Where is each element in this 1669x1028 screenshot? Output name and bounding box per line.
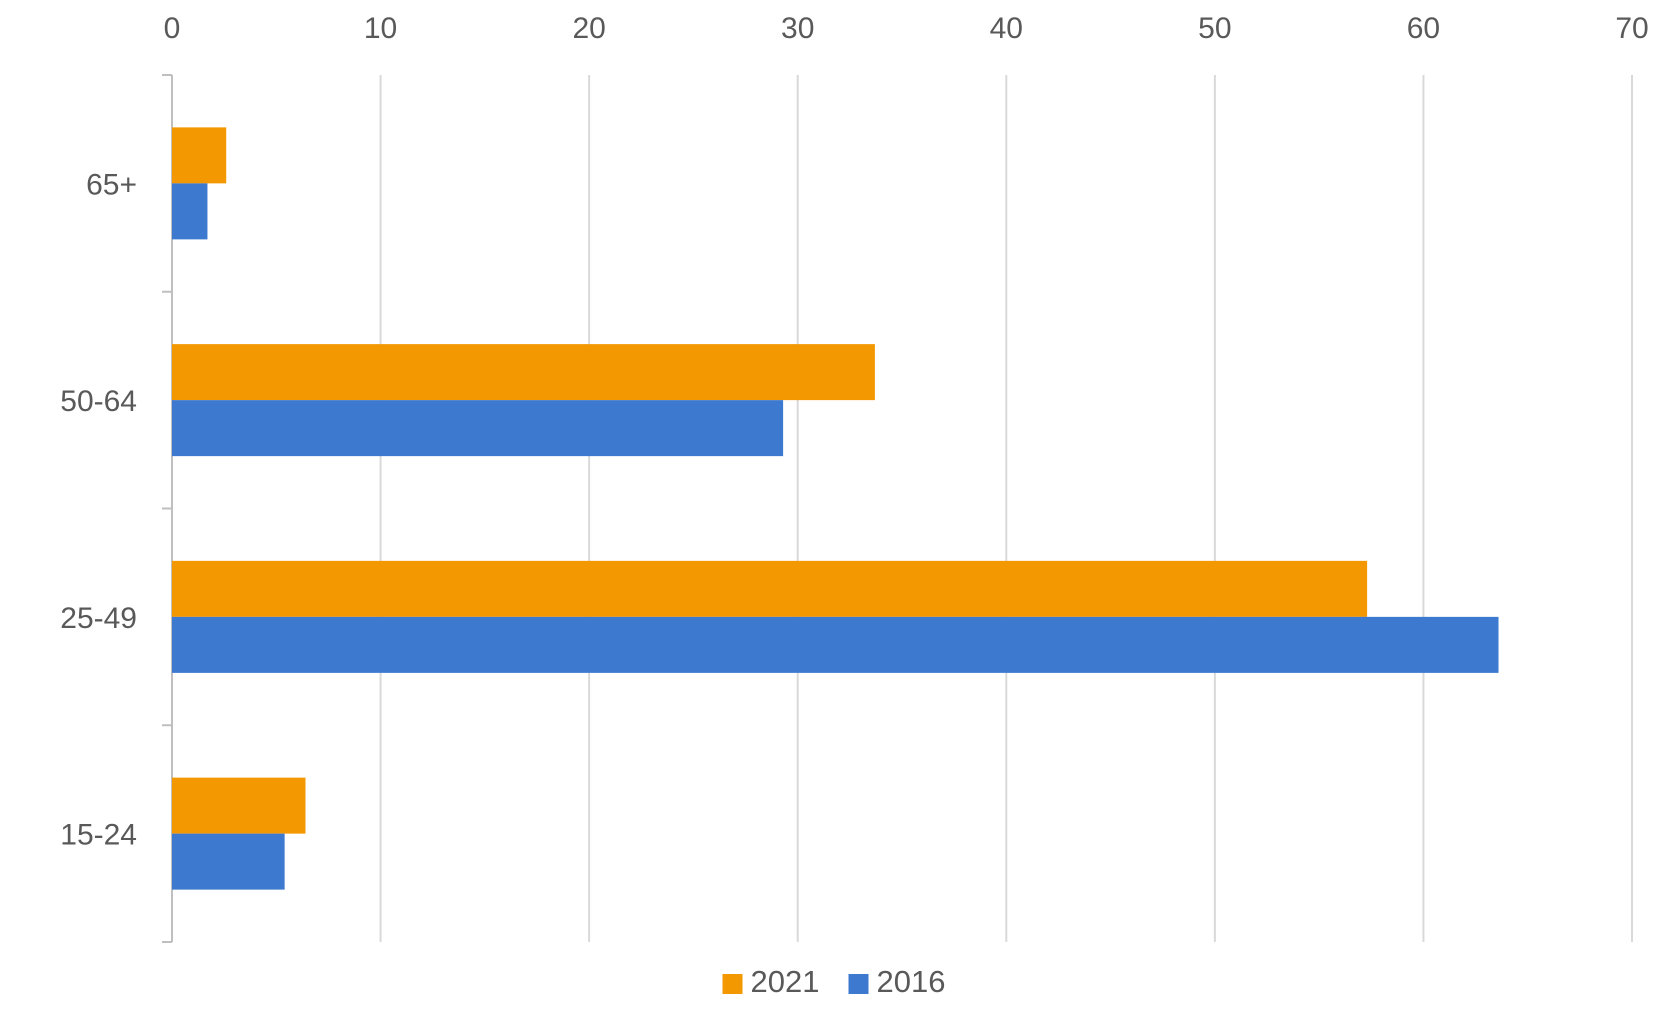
x-tick-label-50: 50 bbox=[1198, 12, 1231, 45]
x-tick-label-0: 0 bbox=[164, 12, 181, 45]
bar-2021-15-24 bbox=[172, 777, 306, 834]
legend-swatch-2021 bbox=[722, 974, 743, 994]
legend-swatch-2016 bbox=[848, 974, 869, 994]
bar-2021-25-49 bbox=[172, 560, 1368, 617]
legend-label-2016: 2016 bbox=[877, 964, 946, 999]
x-tick-label-10: 10 bbox=[364, 12, 397, 45]
x-tick-label-60: 60 bbox=[1407, 12, 1440, 45]
bar-2021-50-64 bbox=[172, 344, 875, 401]
gridlines bbox=[379, 75, 1633, 942]
category-axis: 15-24 25-49 50-64 65+ bbox=[60, 168, 137, 851]
x-tick-label-70: 70 bbox=[1615, 12, 1648, 45]
x-tick-label-30: 30 bbox=[781, 12, 814, 45]
bars bbox=[172, 127, 1499, 890]
category-label-15-24: 15-24 bbox=[60, 819, 137, 852]
bar-2021-65+ bbox=[172, 127, 227, 184]
legend-label-2021: 2021 bbox=[751, 964, 820, 999]
bar-2016-25-49 bbox=[172, 616, 1499, 673]
category-label-65+: 65+ bbox=[86, 168, 137, 201]
x-tick-label-20: 20 bbox=[572, 12, 605, 45]
value-axis: 0 10 20 30 40 50 60 70 bbox=[162, 12, 1649, 943]
category-label-25-49: 25-49 bbox=[60, 602, 137, 635]
bar-2016-65+ bbox=[172, 183, 208, 240]
legend: 2021 2016 bbox=[722, 964, 946, 999]
category-label-50-64: 50-64 bbox=[60, 385, 137, 418]
bar-2016-15-24 bbox=[172, 833, 285, 890]
x-tick-label-40: 40 bbox=[990, 12, 1023, 45]
bar-2016-50-64 bbox=[172, 400, 784, 457]
